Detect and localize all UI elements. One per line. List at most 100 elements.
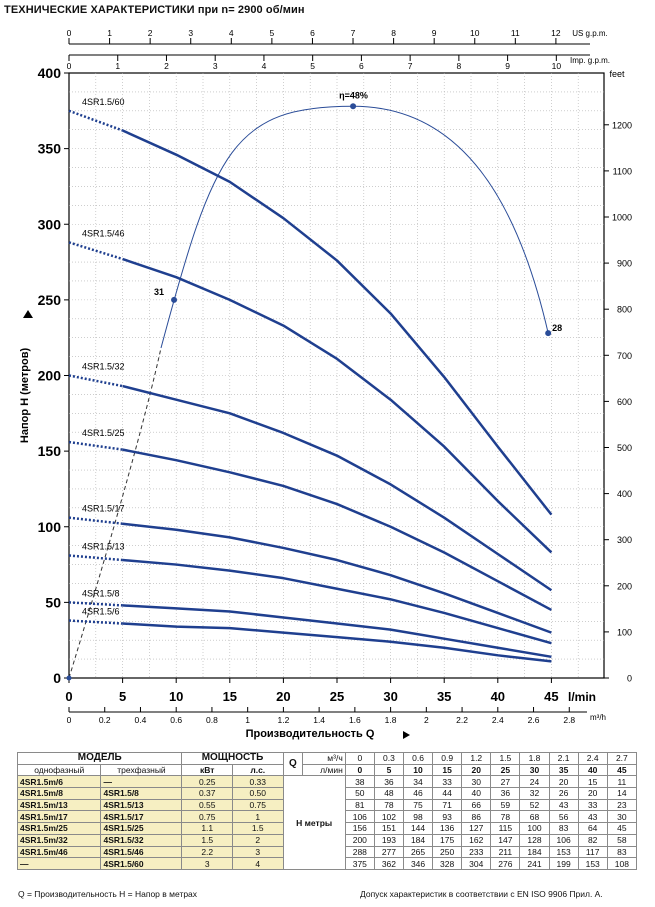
- x-axis-arrow-icon: [403, 731, 410, 739]
- head-value-cell: 156: [344, 822, 375, 835]
- head-value-cell: 153: [548, 845, 579, 859]
- power-kw: 0.75: [181, 810, 233, 824]
- single-phase-model: 4SR1.5m/25: [16, 822, 102, 835]
- head-value-cell: 43: [548, 798, 579, 812]
- head-value-cell: 346: [402, 857, 434, 870]
- series-line: [122, 129, 553, 516]
- m3h-value-cell: 0.6: [402, 752, 434, 765]
- feet-tick-label: 100: [617, 627, 632, 637]
- head-value-cell: 106: [344, 810, 375, 824]
- usgpm-tick-label: 4: [229, 28, 234, 38]
- q-letter: Q: [288, 758, 297, 770]
- feet-tick-label: 1100: [613, 166, 632, 176]
- head-value-cell: 200: [344, 833, 375, 847]
- single-phase-model: 4SR1.5m/6: [16, 775, 102, 789]
- lmin-value-cell: 5: [373, 763, 404, 777]
- m3h-value-cell: 2.4: [577, 752, 608, 765]
- three-phase-model: 4SR1.5/32: [100, 833, 183, 847]
- head-value-cell: 108: [606, 857, 638, 870]
- impgpm-tick-label: 3: [213, 61, 218, 71]
- three-phase-model: 4SR1.5/46: [100, 845, 183, 859]
- head-value-cell: 40: [461, 787, 492, 800]
- x-tick-label: 45: [544, 689, 558, 704]
- m3h-tick-label: 0.4: [135, 715, 147, 725]
- feet-tick-label: 600: [617, 397, 632, 407]
- power-kw: 2.2: [181, 845, 233, 859]
- impgpm-tick-label: 4: [262, 61, 267, 71]
- single-phase-model: —: [16, 857, 102, 870]
- head-value-cell: 276: [490, 857, 521, 870]
- lmin-value-cell: 0: [344, 763, 375, 777]
- series-label: 4SR1.5/8: [82, 588, 120, 598]
- x-tick-label: 35: [437, 689, 451, 704]
- head-value-cell: 14: [606, 787, 638, 800]
- feet-tick-label: 200: [617, 581, 632, 591]
- y-tick-label: 350: [38, 141, 62, 157]
- head-value-cell: 43: [577, 810, 608, 824]
- head-value-cell: 199: [548, 857, 579, 870]
- head-value-cell: 36: [490, 787, 521, 800]
- head-value-cell: 44: [432, 787, 463, 800]
- efficiency-label: 31: [154, 287, 164, 297]
- series-line: [122, 448, 552, 612]
- head-value-cell: 33: [577, 798, 608, 812]
- efficiency-point: [171, 296, 178, 303]
- series-line: [122, 257, 553, 554]
- y-tick-label: 300: [38, 216, 62, 232]
- head-value-cell: 193: [373, 833, 404, 847]
- head-value-cell: 277: [373, 845, 404, 859]
- head-value-cell: 33: [432, 775, 463, 789]
- series-label: 4SR1.5/6: [82, 607, 120, 617]
- table-row: 4SR1.5m/13 4SR1.5/13 0.55 0.75 81 78 75 71 66 59 5…: [16, 798, 638, 812]
- m3h-tick-label: 2: [424, 715, 429, 725]
- impgpm-tick-label: 2: [164, 61, 169, 71]
- efficiency-label: η=48%: [339, 90, 368, 100]
- y-tick-label: 50: [45, 594, 61, 610]
- head-value-cell: 20: [548, 775, 579, 789]
- table-row: 4SR1.5m/32 4SR1.5/32 1.5 2 200 193 184 175 162 14…: [16, 833, 638, 847]
- series-line-dotted: [68, 601, 123, 607]
- y-tick-label: 200: [38, 368, 62, 384]
- head-value-cell: 75: [402, 798, 434, 812]
- lmin-value-cell: 25: [490, 763, 521, 777]
- origin-point: [66, 675, 72, 681]
- impgpm-tick-label: 10: [552, 61, 562, 71]
- usgpm-tick-label: 6: [310, 28, 315, 38]
- head-value-cell: 241: [519, 857, 550, 870]
- q-header-cell: Q: [282, 751, 304, 777]
- lmin-value-cell: 35: [548, 763, 579, 777]
- usgpm-tick-label: 12: [551, 28, 561, 38]
- three-phase-model: 4SR1.5/8: [100, 787, 183, 800]
- x-tick-label: 5: [119, 689, 126, 704]
- impgpm-tick-label: 6: [359, 61, 364, 71]
- feet-tick-label: 500: [617, 443, 632, 453]
- head-value-cell: 288: [344, 845, 375, 859]
- feet-tick-label: 700: [617, 351, 632, 361]
- series-line-dotted: [68, 109, 124, 132]
- table-row: 4SR1.5m/25 4SR1.5/25 1.1 1.5 156 151 144 136 127…: [16, 822, 638, 835]
- feet-tick-label: 800: [617, 305, 632, 315]
- series-line: [122, 522, 552, 634]
- m3h-tick-label: 1: [245, 715, 250, 725]
- model-header: МОДЕЛЬ: [16, 752, 183, 765]
- power-hp: 0.33: [231, 775, 284, 789]
- head-value-cell: 68: [519, 810, 550, 824]
- efficiency-curve-dashed: [68, 347, 162, 679]
- head-value-cell: 30: [606, 810, 638, 824]
- head-value-cell: 83: [606, 845, 638, 859]
- efficiency-point: [350, 103, 357, 110]
- m3h-tick-label: 2.8: [563, 715, 575, 725]
- head-value-cell: 82: [577, 833, 608, 847]
- head-value-cell: 147: [490, 833, 521, 847]
- usgpm-tick-label: 1: [107, 28, 112, 38]
- usgpm-tick-label: 2: [148, 28, 153, 38]
- head-value-cell: 265: [402, 845, 434, 859]
- head-value-cell: 115: [490, 822, 521, 835]
- head-value-cell: 59: [490, 798, 521, 812]
- feet-tick-label: 900: [617, 259, 632, 269]
- head-value-cell: 48: [373, 787, 404, 800]
- power-hp: 1.5: [231, 822, 284, 835]
- x-tick-label: 30: [383, 689, 397, 704]
- power-hp: 1: [231, 810, 284, 824]
